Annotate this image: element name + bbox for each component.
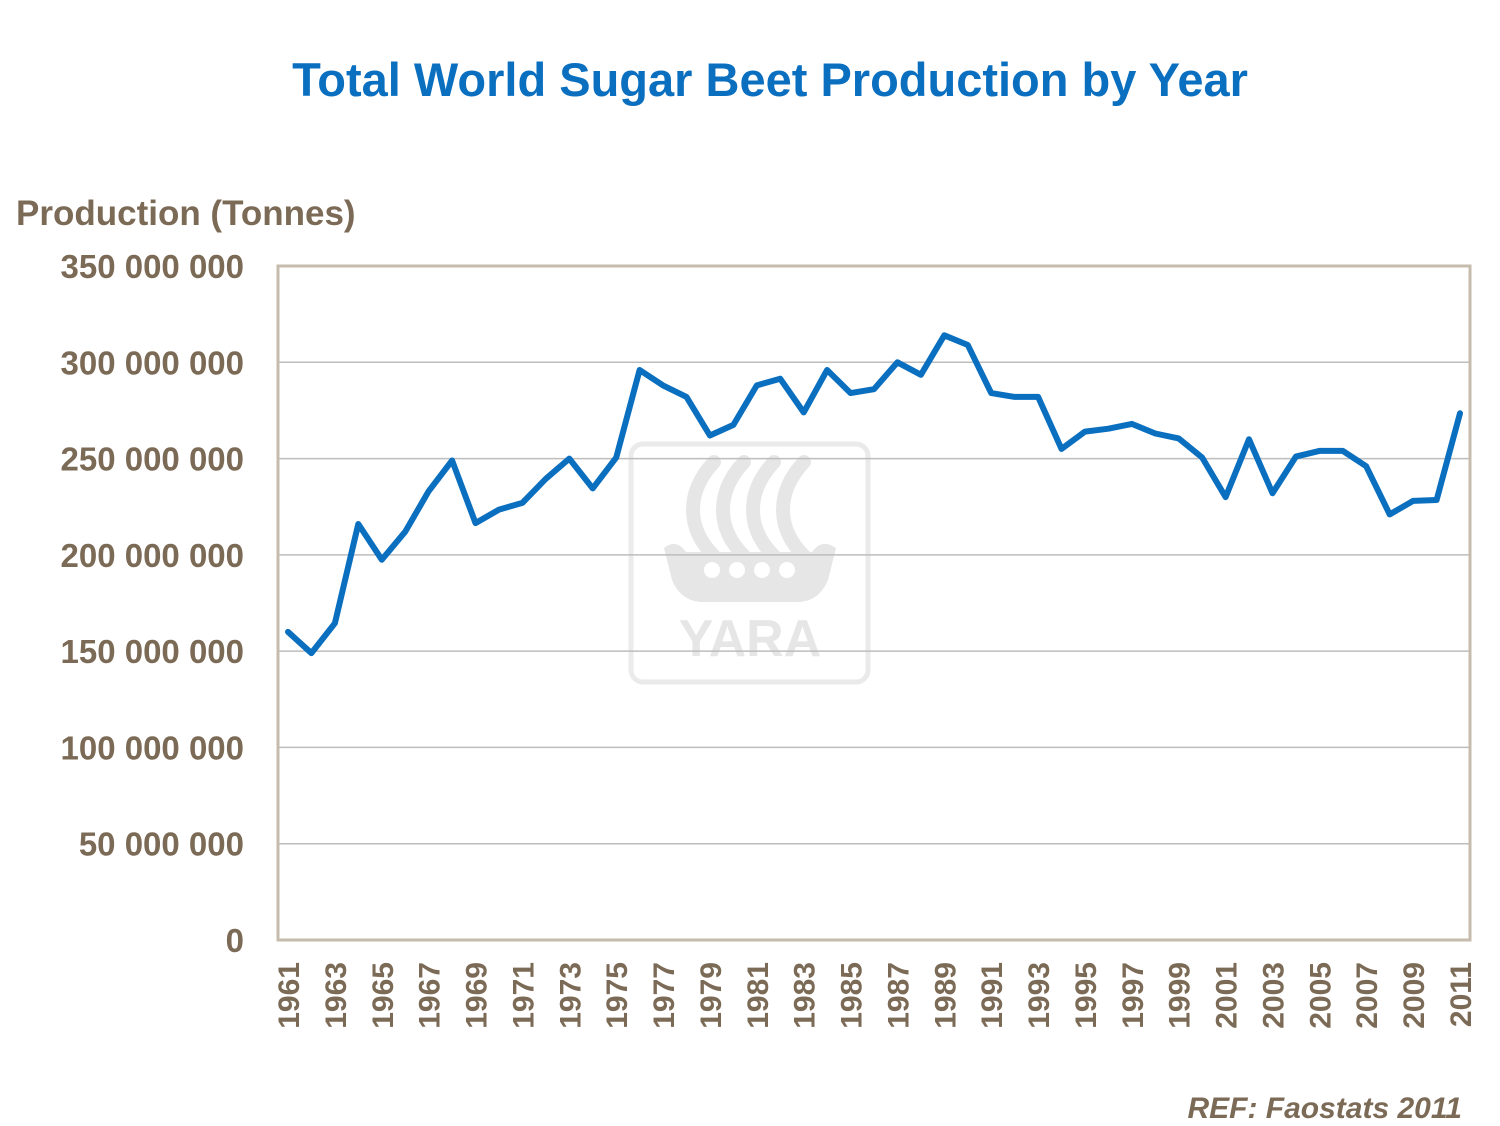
x-tick-label: 1965	[367, 962, 400, 1029]
y-tick-label: 100 000 000	[60, 729, 244, 766]
x-tick-label: 2005	[1304, 962, 1337, 1029]
x-tick-label: 1999	[1164, 962, 1197, 1029]
y-tick-labels: 0 50 000 000 100 000 000 150 000 000 200 000…	[60, 248, 244, 959]
x-tick-label: 1989	[929, 962, 962, 1029]
x-tick-label: 1967	[414, 962, 447, 1029]
y-tick-label: 350 000 000	[60, 248, 244, 285]
data-points	[287, 335, 1461, 654]
x-tick-label: 1979	[695, 962, 728, 1029]
x-tick-label: 2003	[1257, 962, 1290, 1029]
watermark-wave-3	[746, 455, 781, 563]
x-tick-label: 1985	[836, 962, 869, 1029]
x-tick-label: 1995	[1070, 962, 1103, 1029]
x-tick-label: 2009	[1398, 962, 1431, 1029]
x-tick-label: 1971	[507, 962, 540, 1029]
y-tick-label: 300 000 000	[60, 344, 244, 381]
x-tick-label: 2011	[1445, 962, 1478, 1027]
plot-frame	[276, 264, 1472, 942]
x-tick-label: 1963	[320, 962, 353, 1029]
watermark-wave-2	[716, 455, 751, 563]
x-tick-label: 2007	[1351, 962, 1384, 1029]
x-tick-label: 1975	[601, 962, 634, 1029]
y-tick-label: 50 000 000	[79, 826, 244, 863]
watermark-frame	[628, 441, 871, 685]
y-tick-label: 0	[226, 922, 244, 959]
series-line-sugar-beet-production	[285, 332, 1463, 657]
chart-title: Total World Sugar Beet Production by Yea…	[292, 53, 1248, 106]
reference-note: REF: Faostats 2011	[1187, 1092, 1462, 1125]
watermark-wave-1	[686, 455, 721, 563]
y-axis-label: Production (Tonnes)	[16, 194, 356, 233]
gridlines	[278, 361, 1470, 845]
yara-watermark: YARA	[628, 441, 871, 685]
x-tick-label: 1969	[461, 962, 494, 1029]
watermark-text: YARA	[679, 610, 822, 668]
x-tick-label: 1987	[882, 962, 915, 1029]
watermark-ship	[664, 543, 836, 602]
x-tick-label: 1981	[742, 962, 775, 1029]
x-tick-labels: 1961 1963 1965 1967 1969 1971 1973 1975 1977 1979…	[273, 962, 1478, 1029]
watermark-wave-4	[776, 455, 811, 563]
y-tick-label: 150 000 000	[60, 633, 244, 670]
y-tick-label: 200 000 000	[60, 537, 244, 574]
x-tick-label: 1961	[273, 962, 306, 1029]
x-tick-label: 1983	[789, 962, 822, 1029]
x-tick-label: 2001	[1211, 962, 1244, 1029]
y-tick-label: 250 000 000	[60, 441, 244, 478]
x-tick-label: 1997	[1117, 962, 1150, 1029]
x-tick-label: 1991	[976, 962, 1009, 1029]
x-tick-label: 1977	[648, 962, 681, 1029]
x-tick-label: 1973	[554, 962, 587, 1029]
x-tick-label: 1993	[1023, 962, 1056, 1029]
